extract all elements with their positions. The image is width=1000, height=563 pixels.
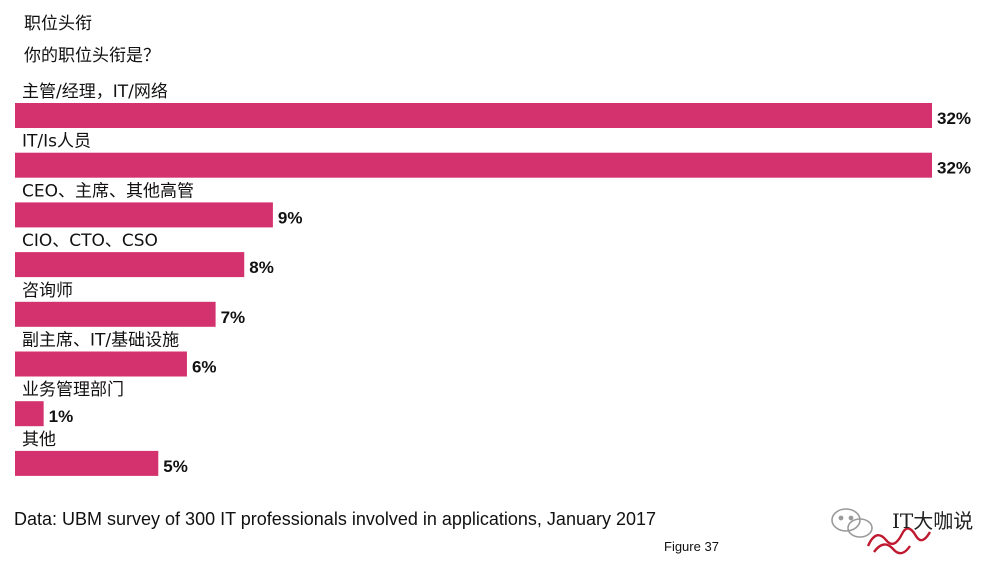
value-label: 8% bbox=[249, 258, 274, 277]
data-source-note: Data: UBM survey of 300 IT professionals… bbox=[14, 509, 657, 529]
category-label: CEO、主席、其他高管 bbox=[22, 181, 194, 201]
wechat-logo-icon bbox=[831, 508, 873, 538]
category-label: 其他 bbox=[22, 430, 56, 450]
value-label: 32% bbox=[937, 159, 971, 178]
chart-title: 职位头衔 bbox=[24, 14, 92, 34]
category-label: CIO、CTO、CSO bbox=[22, 231, 158, 251]
watermark-text: IT大咖说 bbox=[892, 509, 973, 533]
bar bbox=[15, 301, 216, 327]
watermark-logo: IT大咖说 bbox=[831, 508, 973, 555]
bar bbox=[15, 252, 245, 278]
category-label: 副主席、IT/基础设施 bbox=[22, 331, 179, 351]
figure-number: Figure 37 bbox=[664, 539, 719, 554]
category-label: 主管/经理，IT/网络 bbox=[22, 82, 168, 102]
bar bbox=[15, 450, 159, 476]
value-label: 32% bbox=[937, 109, 971, 128]
bar-chart: 主管/经理，IT/网络 32% IT/Is人员 32% CEO、主席、其他高管 9% CIO… bbox=[15, 82, 971, 476]
category-label: 业务管理部门 bbox=[22, 380, 124, 400]
bar bbox=[15, 152, 932, 178]
value-label: 1% bbox=[49, 407, 74, 426]
value-label: 6% bbox=[192, 358, 217, 377]
bar bbox=[15, 351, 187, 377]
red-scribble-mark bbox=[866, 527, 932, 555]
value-label: 7% bbox=[221, 308, 246, 327]
value-label: 5% bbox=[163, 457, 188, 476]
bar bbox=[15, 202, 273, 228]
bar bbox=[15, 401, 44, 427]
chart-subtitle: 你的职位头衔是？ bbox=[24, 46, 160, 66]
bar bbox=[15, 103, 932, 128]
value-label: 9% bbox=[278, 208, 303, 227]
category-label: 咨询师 bbox=[22, 281, 73, 301]
category-label: IT/Is人员 bbox=[22, 132, 91, 152]
